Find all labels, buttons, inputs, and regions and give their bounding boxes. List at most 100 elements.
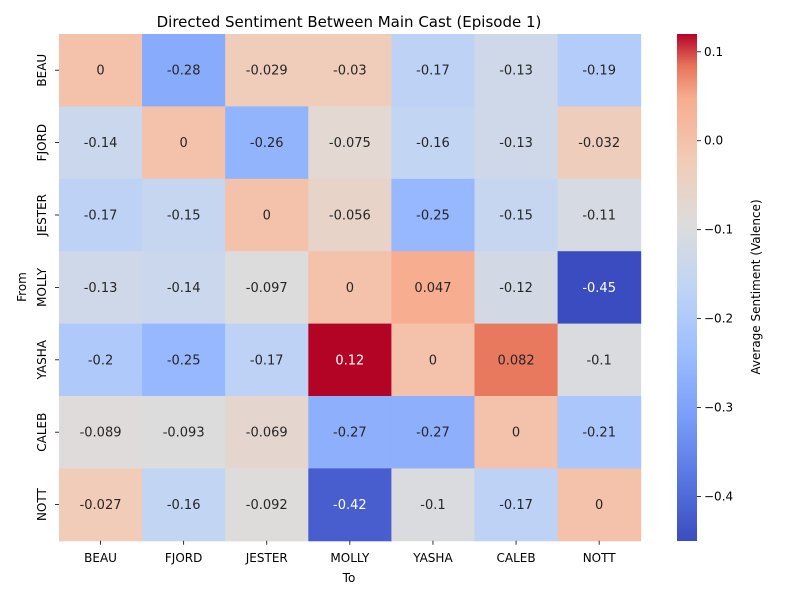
cell-value-label: -0.089 [80,426,122,441]
cell-value-label: -0.16 [167,498,201,513]
colorbar-tick-label: −0.3 [704,401,733,415]
cell-value-label: -0.45 [582,281,616,296]
heatmap-cell [225,251,309,325]
colorbar-tick-label: −0.1 [704,223,733,237]
cell-value-label: 0.082 [497,353,534,368]
x-tick-label: BEAU [84,551,117,565]
cell-value-label: -0.14 [167,281,201,296]
heatmap-cell [474,396,559,469]
cell-value-label: 0 [346,281,354,296]
heatmap-cell [142,34,226,107]
colorbar-ticks: 0.1 0.0 −0.1 −0.2 −0.3 −0.4 [697,45,733,504]
colorbar [677,34,697,541]
heatmap-cell [391,396,475,469]
y-tick-label: NOTT [35,487,49,521]
cell-value-label: -0.15 [167,209,201,224]
cell-value-label: -0.17 [416,64,450,79]
cell-value-label: -0.03 [333,64,367,79]
cell-value-label: -0.13 [499,64,533,79]
heatmap-cell [391,251,475,325]
heatmap-cell [225,34,309,107]
heatmap-cell [142,178,226,252]
y-tick-label: MOLLY [35,267,49,307]
cell-value-label: -0.11 [582,209,616,224]
heatmap-cell [474,323,559,397]
cell-value-label: -0.27 [333,426,367,441]
heatmap-cell [59,323,143,397]
heatmap-cell [59,251,143,325]
heatmap-cell [308,396,392,469]
heatmap-cell [474,251,559,325]
heatmap-cell [142,106,226,180]
cell-value-label: -0.27 [416,426,450,441]
cell-value-label: -0.42 [333,498,367,513]
cell-value-label: -0.029 [246,64,288,79]
cell-value-label: -0.027 [80,498,122,513]
cell-value-label: 0 [263,209,271,224]
colorbar-tick-label: −0.4 [704,490,733,504]
cell-value-label: 0 [595,498,603,513]
cell-value-label: 0 [512,426,520,441]
x-tick-label: JESTER [245,551,288,565]
heatmap-cell [225,106,309,180]
heatmap-cell [474,468,559,542]
heatmap-cell [308,468,392,542]
cell-value-label: -0.093 [163,426,205,441]
heatmap-cell [391,323,475,397]
heatmap-cell [474,106,559,180]
heatmap-cell [142,468,226,542]
cell-value-label: -0.17 [250,353,284,368]
heatmap-cell [557,468,642,542]
heatmap-cell [142,396,226,469]
cell-value-label: -0.17 [84,209,118,224]
cell-value-label: -0.056 [329,209,371,224]
y-tick-label: BEAU [35,54,49,87]
colorbar-tick-label: 0.1 [704,45,723,59]
cell-value-label: -0.17 [499,498,533,513]
cell-value-label: -0.21 [582,426,616,441]
x-axis: BEAU FJORD JESTER MOLLY YASHA CALEB NOTT [84,540,617,565]
cell-value-label: -0.12 [499,281,533,296]
cell-value-label: 0.12 [335,353,364,368]
cell-value-label: -0.13 [499,136,533,151]
cell-value-label: 0.047 [414,281,451,296]
x-tick-label: MOLLY [330,551,370,565]
cell-value-label: 0 [180,136,188,151]
y-tick-label: FJORD [35,124,49,161]
heatmap-cell [474,34,559,107]
heatmap-cell [308,178,392,252]
heatmap-cell [557,323,642,397]
heatmap-cell [225,178,309,252]
heatmap-cell [225,468,309,542]
colorbar-label: Average Sentiment (Valence) [749,199,763,374]
cell-value-label: 0 [96,64,104,79]
x-tick-label: NOTT [583,551,617,565]
colorbar-tick-label: 0.0 [704,134,723,148]
cell-value-label: -0.1 [586,353,611,368]
heatmap-cell [225,396,309,469]
heatmap-cell [142,323,226,397]
heatmap-cell [391,178,475,252]
cell-value-label: -0.1 [420,498,445,513]
x-tick-label: CALEB [497,551,536,565]
heatmap-cell [59,106,143,180]
cell-value-label: -0.19 [582,64,616,79]
cell-value-label: -0.092 [246,498,288,513]
cell-value-label: -0.097 [246,281,288,296]
heatmap-cell [142,251,226,325]
cell-value-label: 0 [429,353,437,368]
y-tick-label: YASHA [35,339,49,380]
heatmap-cell [557,251,642,325]
y-axis-title: From [15,272,29,302]
cell-value-label: -0.16 [416,136,450,151]
heatmap-cell [308,34,392,107]
heatmap-cell [308,251,392,325]
cell-value-label: -0.25 [416,209,450,224]
x-tick-label: FJORD [165,551,202,565]
cell-value-label: -0.26 [250,136,284,151]
heatmap-cell [59,468,143,542]
y-tick-label: JESTER [35,194,49,237]
heatmap-cell [557,396,642,469]
heatmap-cell [557,34,642,107]
heatmap-cell [557,178,642,252]
